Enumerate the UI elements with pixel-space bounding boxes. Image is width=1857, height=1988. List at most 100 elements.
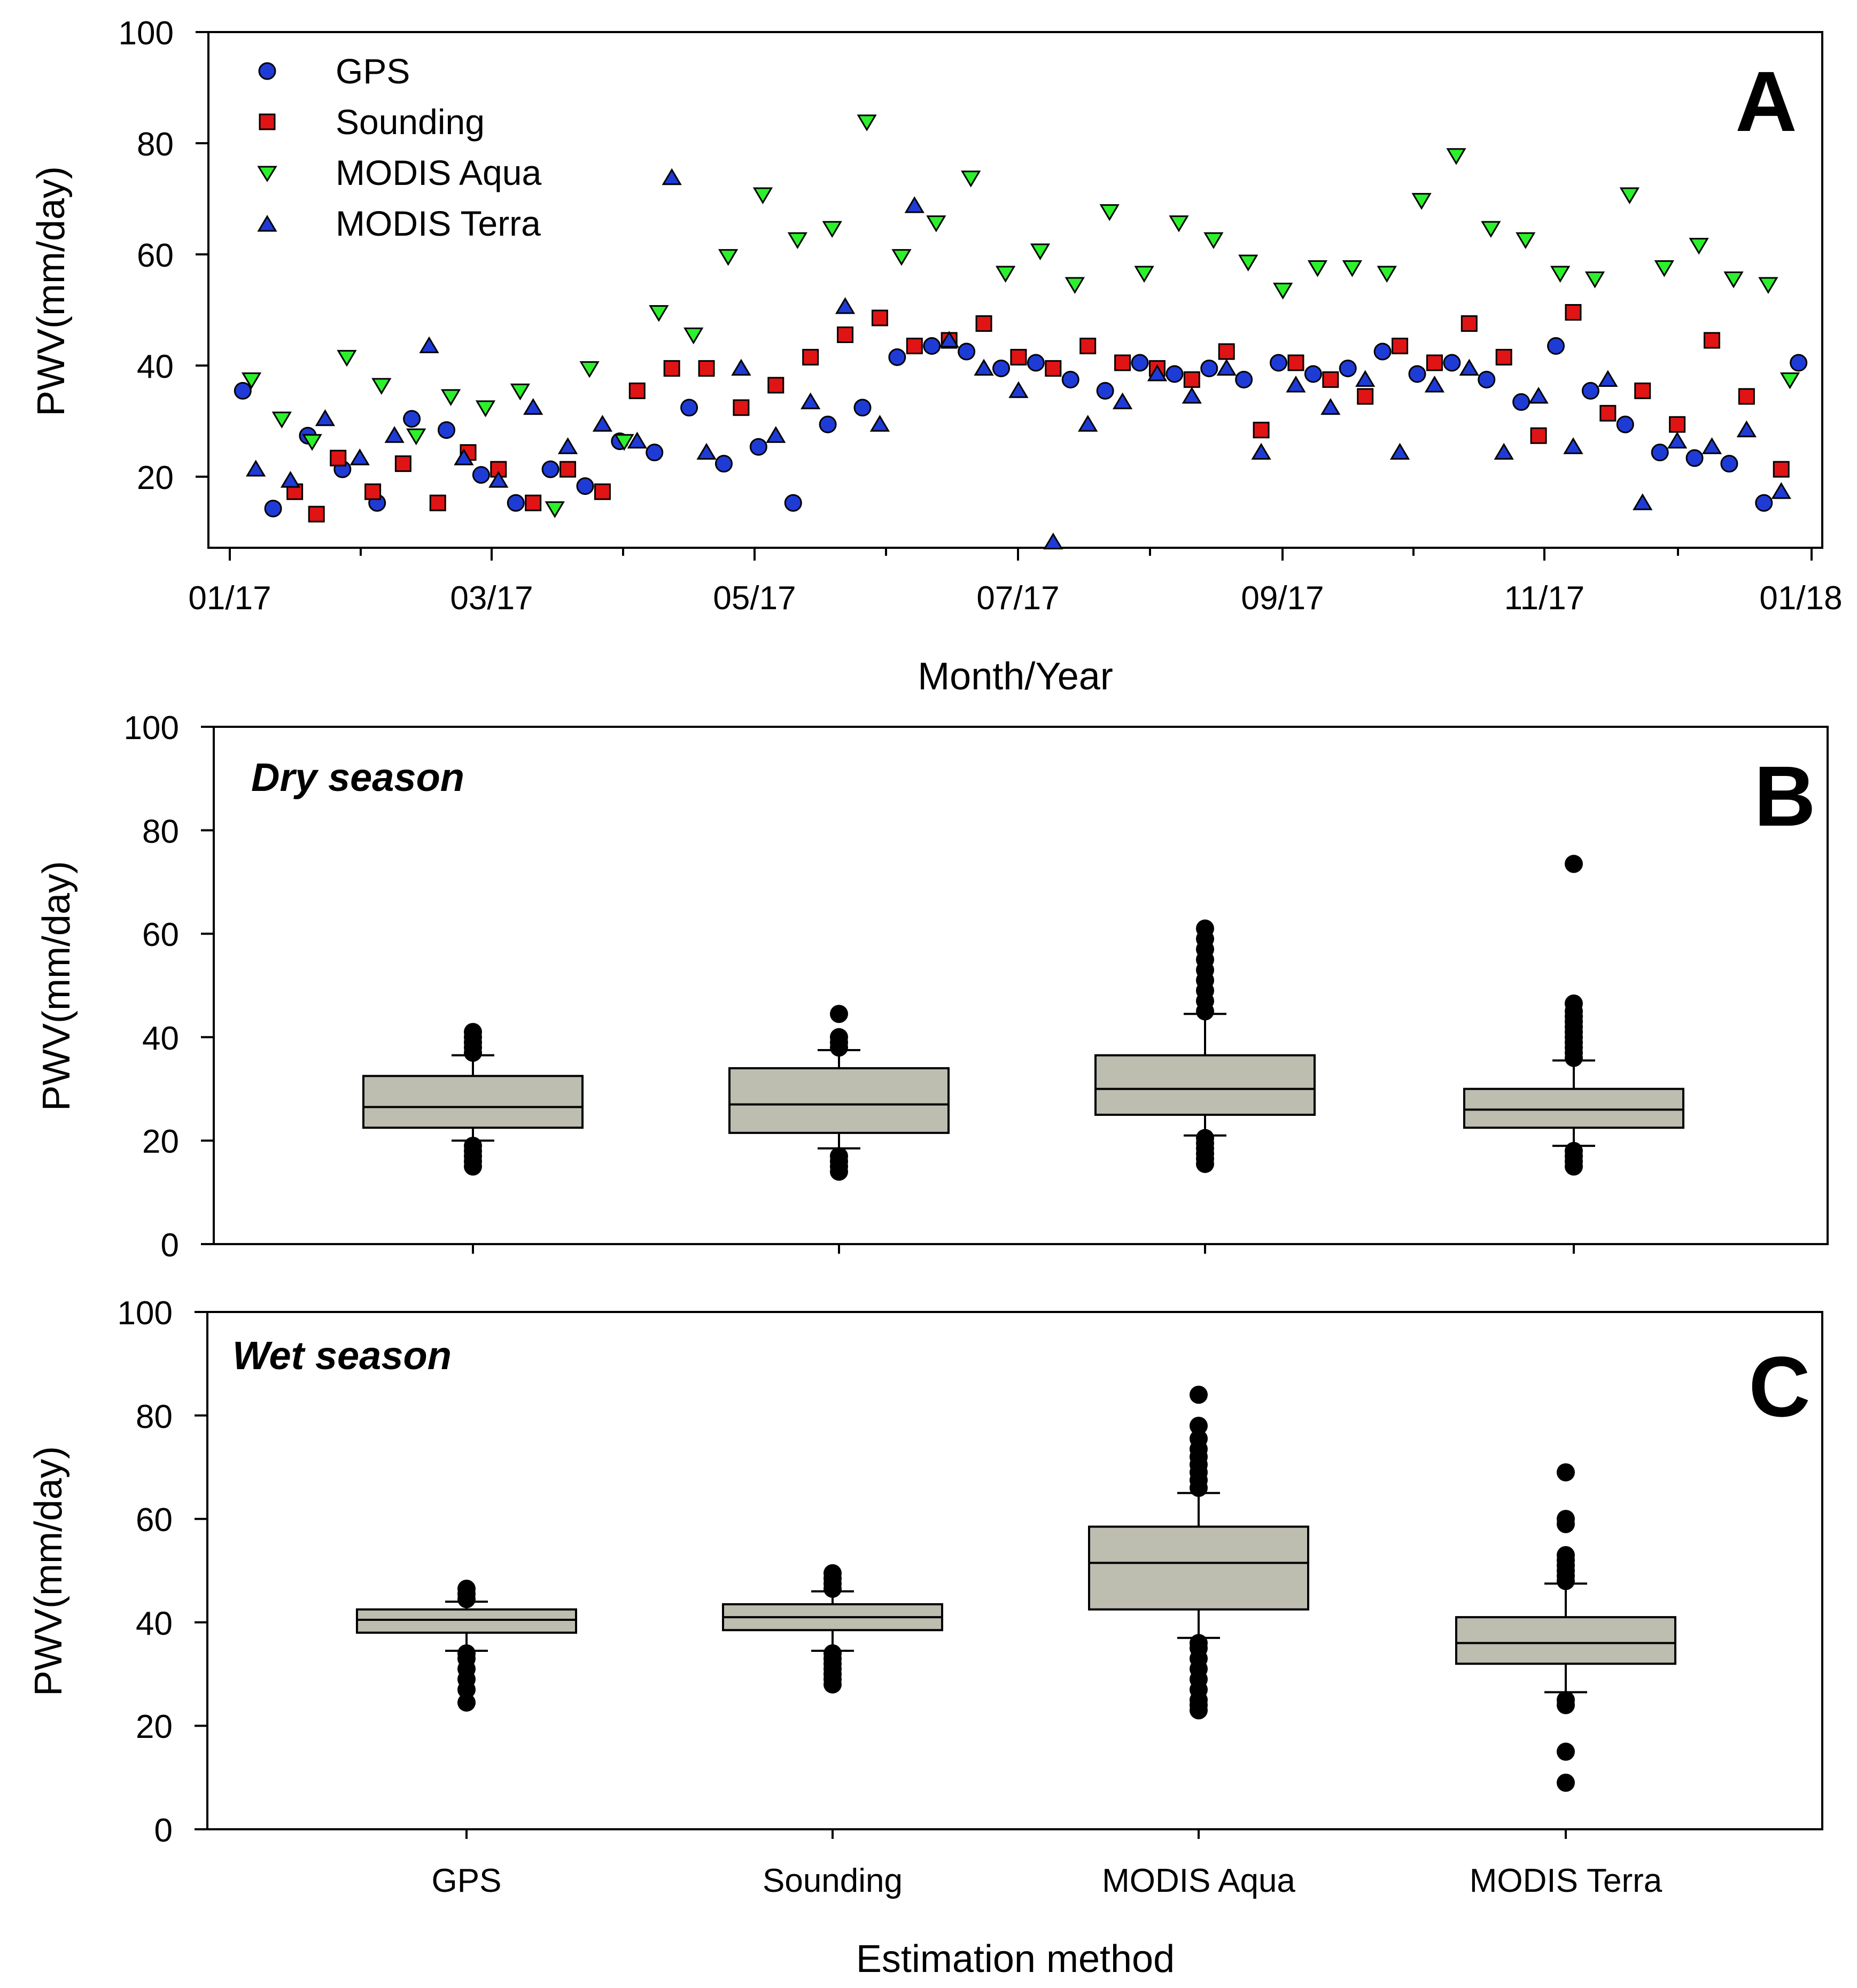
point-modis-aqua [614, 434, 634, 451]
panel-c-y-tick-label: 60 [136, 1502, 173, 1539]
point-modis-terra [1528, 386, 1549, 404]
point-modis-aqua [1411, 193, 1432, 210]
point-modis-aqua [1584, 271, 1605, 289]
point-modis-aqua [545, 501, 565, 518]
point-gps [1200, 359, 1218, 377]
panel-c-letter: C [1749, 1339, 1811, 1434]
point-modis-terra [662, 168, 682, 185]
panel-c-y-axis-title: PWV(mm/day) [27, 1446, 70, 1696]
point-gps [784, 494, 802, 512]
point-modis-aqua [1238, 254, 1258, 271]
point-gps [923, 337, 941, 355]
point-modis-terra [869, 415, 890, 432]
point-sounding [698, 360, 715, 377]
outlier-modis-aqua [1190, 1385, 1208, 1404]
point-modis-aqua [241, 372, 262, 390]
point-modis-aqua [406, 428, 426, 446]
point-modis-terra [835, 297, 856, 314]
point-modis-terra [1736, 420, 1757, 438]
point-modis-terra [1043, 532, 1063, 550]
point-modis-terra [557, 437, 578, 454]
point-modis-terra [1147, 364, 1168, 382]
point-modis-terra [384, 426, 405, 443]
point-gps [1443, 354, 1461, 372]
point-modis-terra [1008, 381, 1029, 398]
outlier-sounding [830, 1147, 848, 1166]
point-sounding [364, 483, 382, 500]
point-modis-aqua [337, 350, 357, 367]
outlier-modis-terra [1565, 994, 1583, 1013]
point-modis-terra [974, 359, 994, 376]
point-modis-aqua [1099, 204, 1120, 221]
point-modis-terra [939, 330, 959, 348]
point-gps [1720, 455, 1738, 473]
point-sounding [1218, 343, 1235, 360]
panel-c-boxes [356, 1385, 1676, 1792]
panel-a-x-axis: 01/17 03/17 05/17 07/17 09/17 11/17 01/1… [188, 548, 1843, 617]
point-modis-terra [1389, 442, 1410, 460]
legend-label-modis-aqua: MODIS Aqua [336, 153, 541, 192]
point-sounding [1599, 405, 1617, 422]
box-gps [362, 1075, 584, 1129]
point-gps [1685, 449, 1704, 467]
point-modis-terra [731, 359, 751, 376]
point-gps [992, 359, 1011, 377]
point-gps [680, 399, 698, 417]
outlier-gps [464, 1137, 482, 1155]
point-gps [1304, 365, 1322, 383]
legend-marker-gps [258, 62, 276, 80]
point-sounding [1079, 337, 1097, 354]
point-modis-aqua [1030, 243, 1051, 261]
point-modis-terra [315, 409, 336, 426]
panel-b-frame [213, 726, 1829, 1245]
point-modis-terra [1667, 431, 1688, 449]
outlier-modis-terra [1557, 1742, 1575, 1761]
point-gps [1131, 354, 1149, 372]
point-modis-terra [1494, 442, 1514, 460]
point-modis-terra [349, 448, 370, 465]
point-gps [472, 466, 490, 484]
point-gps [1790, 354, 1808, 372]
panel-c-y-tick-label: 100 [118, 1295, 173, 1332]
point-sounding [733, 399, 750, 416]
point-modis-aqua [1619, 187, 1640, 205]
point-modis-terra [627, 431, 647, 449]
point-modis-terra [419, 336, 439, 353]
point-gps [819, 415, 837, 433]
panel-b-boxes [362, 855, 1684, 1181]
panel-c-x-tick-label: GPS [432, 1862, 502, 1899]
point-modis-aqua [822, 221, 842, 238]
point-gps [1027, 354, 1045, 372]
box-modis-aqua [1094, 1054, 1316, 1116]
panel-c-x-tick-label: MODIS Terra [1470, 1862, 1662, 1899]
point-modis-aqua [1307, 260, 1328, 277]
point-sounding [1669, 416, 1686, 433]
point-sounding [1322, 371, 1339, 388]
point-sounding [628, 382, 646, 399]
panel-c-x-tick-label: Sounding [763, 1862, 903, 1899]
point-modis-terra [1216, 359, 1237, 376]
point-modis-terra [1320, 398, 1341, 415]
point-gps [1616, 415, 1634, 433]
panel-a-y-tick-label: 20 [137, 460, 174, 496]
point-sounding [394, 455, 411, 472]
point-sounding [837, 326, 854, 343]
point-modis-terra [1355, 370, 1376, 387]
point-modis-aqua [302, 434, 322, 451]
panel-a-x-tick-label: 09/17 [1241, 580, 1324, 617]
point-sounding [1634, 382, 1651, 399]
point-modis-terra [1112, 392, 1133, 409]
point-modis-aqua [1342, 260, 1363, 277]
legend-label-sounding: Sounding [336, 102, 485, 142]
outlier-sounding [830, 1028, 848, 1046]
point-modis-terra [766, 426, 786, 443]
point-modis-aqua [1758, 277, 1778, 294]
point-gps [749, 438, 767, 456]
point-gps [403, 410, 421, 428]
panel-b-y-tick-label: 100 [124, 710, 179, 747]
point-gps [888, 348, 906, 366]
point-gps [1096, 382, 1114, 400]
box-sounding [728, 1067, 950, 1134]
point-gps [1651, 444, 1669, 462]
point-modis-terra [1633, 493, 1653, 510]
